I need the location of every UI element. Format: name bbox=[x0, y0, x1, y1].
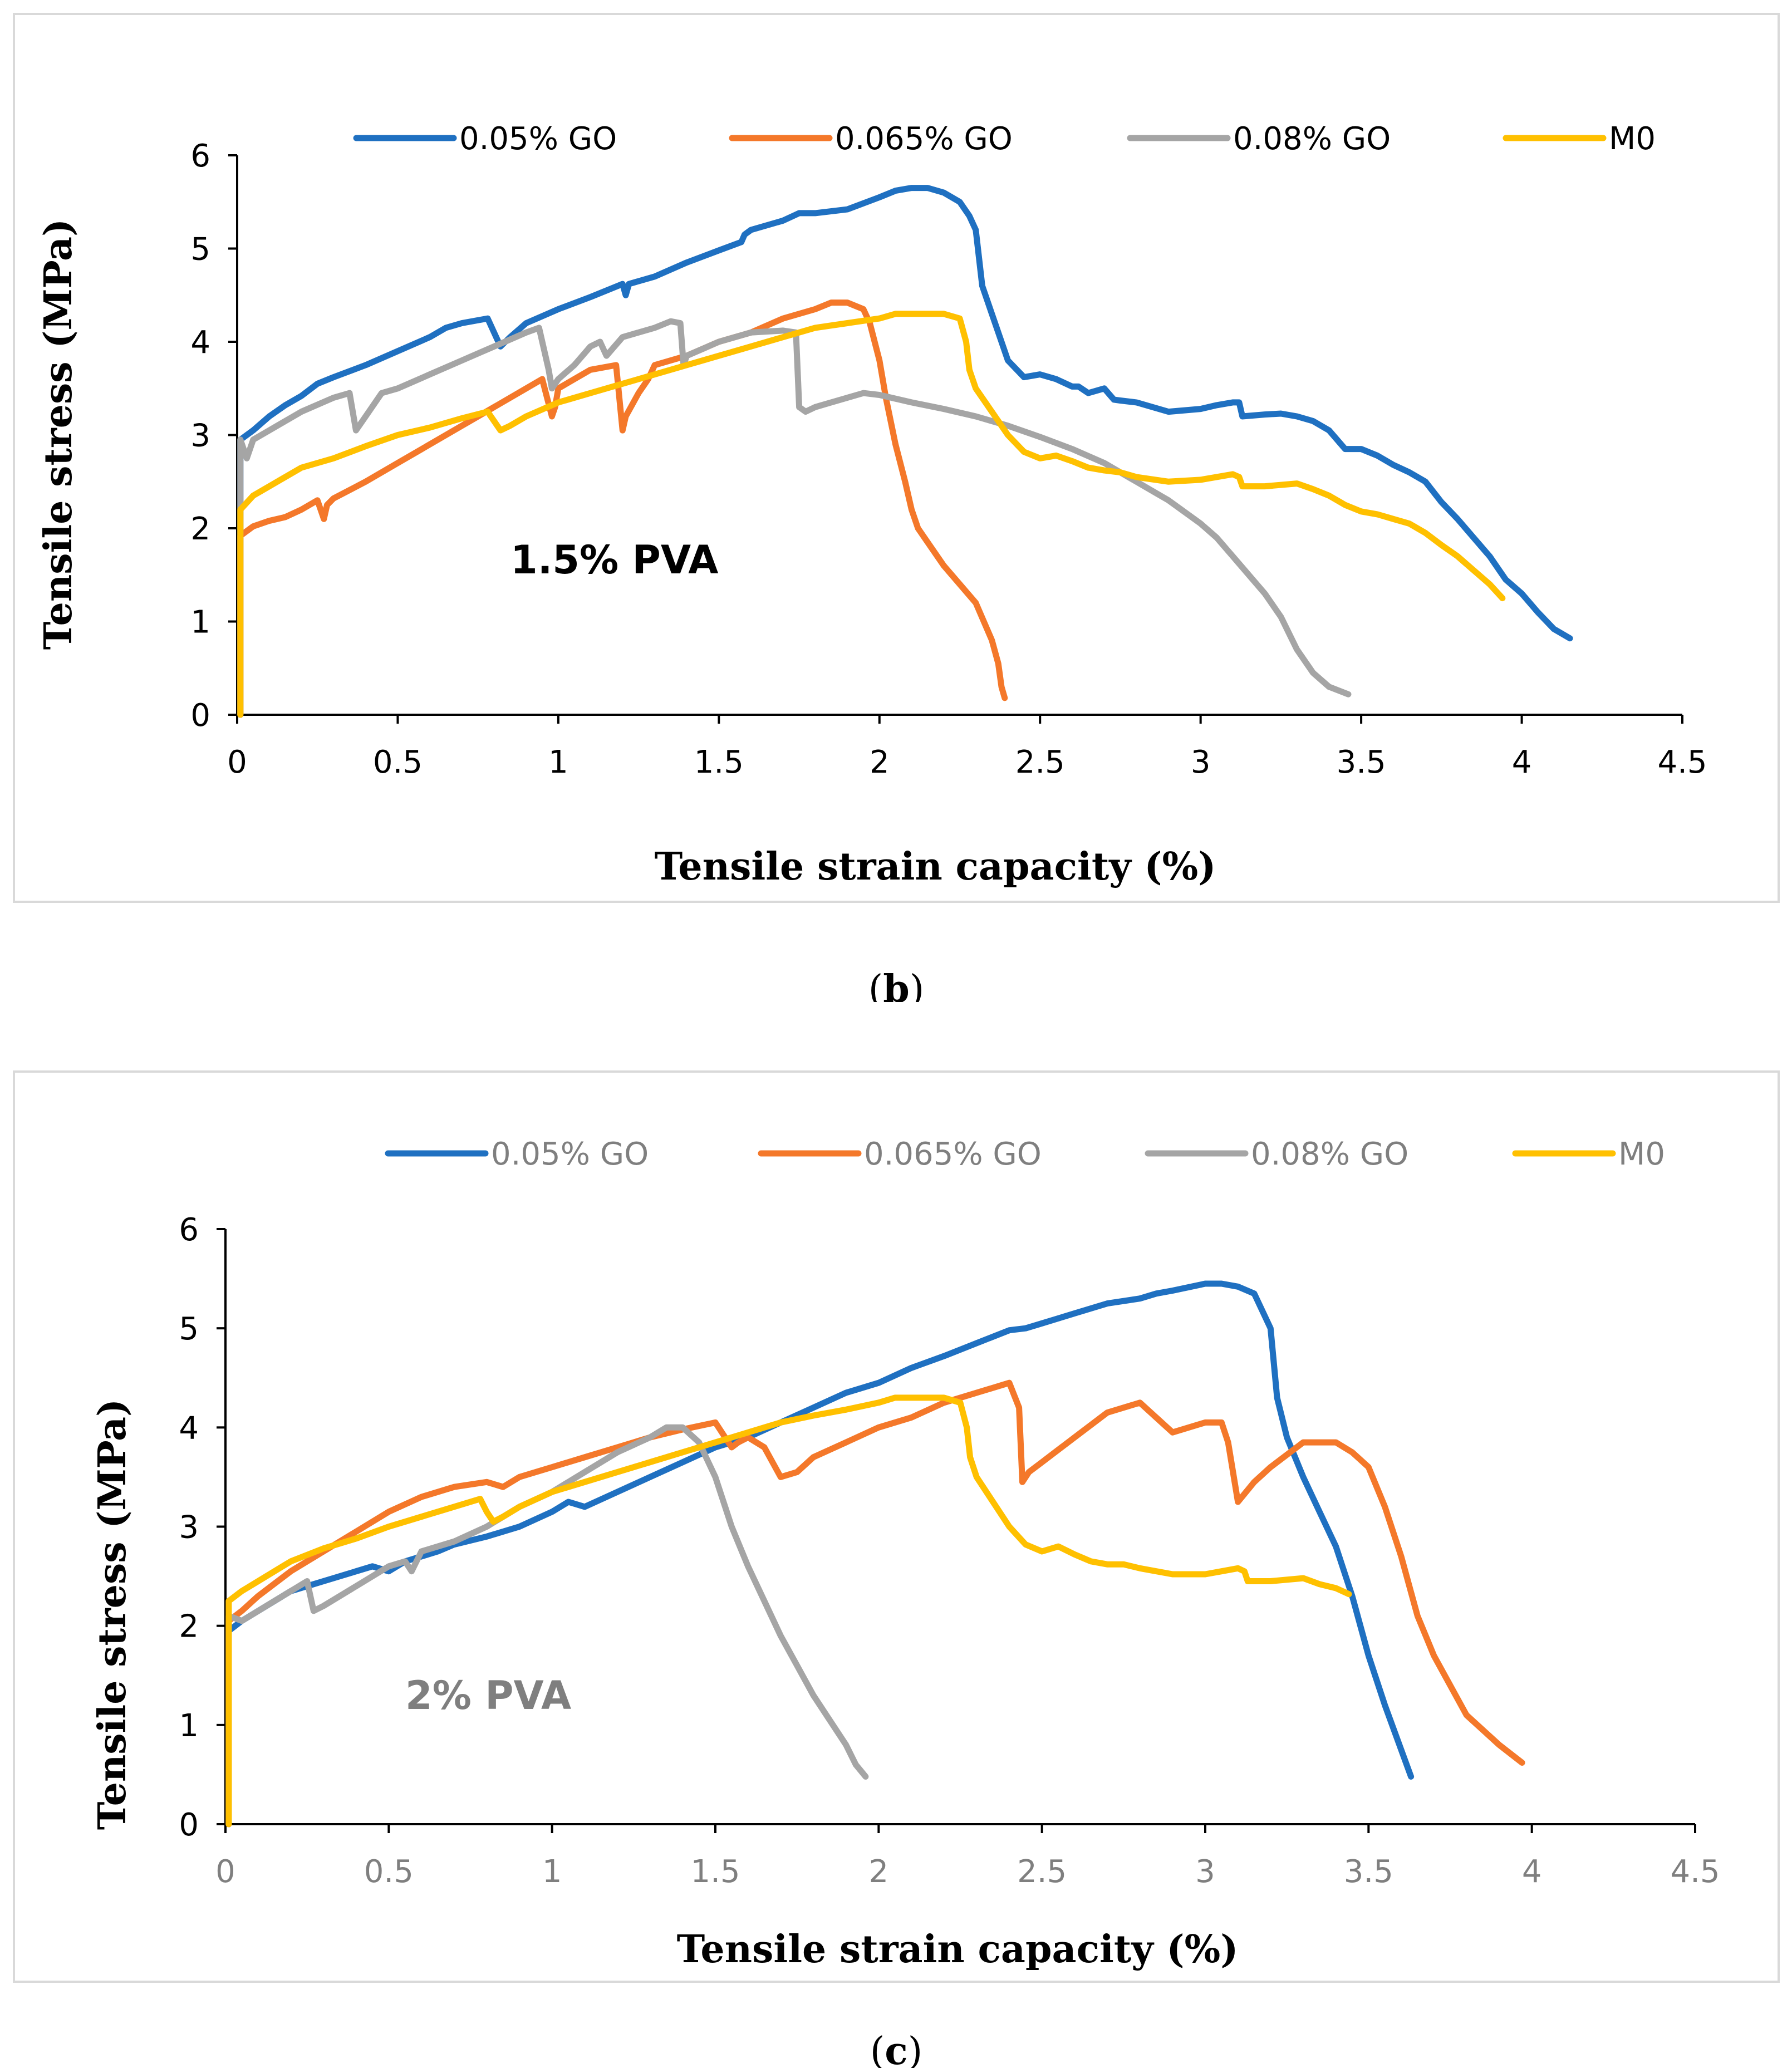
chart-c-x-axis-title: Tensile strain capacity (%) bbox=[677, 1927, 1239, 1972]
chart-b-frame bbox=[13, 13, 1780, 903]
chart-b-series-line-1 bbox=[237, 299, 1008, 718]
chart-c-legend-label-2: 0.08% GO bbox=[1251, 1136, 1408, 1172]
chart-b-x-tick-label: 3 bbox=[1191, 744, 1211, 780]
chart-c-y-axis-title: Tensile stress (MPa) bbox=[90, 1399, 135, 1830]
chart-b-x-tick-label: 4 bbox=[1512, 744, 1532, 780]
chart-c-series-line-2 bbox=[225, 1424, 869, 1828]
chart-c-x-tick-label: 3 bbox=[1195, 1854, 1215, 1890]
chart-b-y-tick-label: 4 bbox=[190, 325, 210, 361]
chart-b-x-tick-label: 2.5 bbox=[1015, 744, 1065, 780]
chart-b-x-tick-label: 2 bbox=[870, 744, 890, 780]
chart-b-x-axis-title: Tensile strain capacity (%) bbox=[655, 844, 1216, 889]
chart-c-x-tick-label: 0 bbox=[215, 1854, 235, 1890]
chart-b-y-tick-label: 3 bbox=[190, 418, 210, 454]
chart-c-y-tick-label: 3 bbox=[179, 1510, 199, 1546]
chart-b-y-tick-label: 5 bbox=[190, 232, 210, 268]
chart-b-x-tick-label: 4.5 bbox=[1657, 744, 1707, 780]
chart-c-y-tick-label: 6 bbox=[179, 1212, 199, 1248]
chart-b-x-tick-label: 1.5 bbox=[694, 744, 744, 780]
chart-b-caption: (b) bbox=[868, 967, 925, 1002]
chart-c-frame bbox=[13, 1070, 1780, 1983]
chart-c-y-tick-label: 2 bbox=[179, 1609, 199, 1645]
chart-c-annotation: 2% PVA bbox=[405, 1673, 571, 1718]
chart-c-x-tick-label: 2 bbox=[869, 1854, 889, 1890]
chart-c-svg: 0 1 2 3 4 5 6 0 0.5 1 1.5 2 2.5 3 3.5 4 4.5 0.05% GO 0.065… bbox=[13, 1070, 1780, 2068]
chart-c-x-tick-label: 2.5 bbox=[1017, 1854, 1067, 1890]
chart-b-x-tick-label: 0.5 bbox=[373, 744, 423, 780]
chart-panel-c: 0 1 2 3 4 5 6 0 0.5 1 1.5 2 2.5 3 3.5 4 4.5 0.05% GO 0.065… bbox=[0, 1058, 1792, 2068]
chart-b-y-tick-label: 6 bbox=[190, 138, 210, 174]
chart-b-series-line-2 bbox=[237, 318, 1352, 718]
chart-c-series-line-1 bbox=[225, 1379, 1525, 1828]
chart-b-x-tick-label: 3.5 bbox=[1337, 744, 1386, 780]
chart-b-series-line-0 bbox=[237, 185, 1573, 718]
chart-c-series-line-0 bbox=[225, 1280, 1415, 1828]
chart-c-y-tick-label: 1 bbox=[179, 1708, 199, 1744]
chart-c-x-tick-label: 1 bbox=[542, 1854, 562, 1890]
chart-c-x-tick-label: 3.5 bbox=[1344, 1854, 1393, 1890]
chart-panel-b: 0 1 2 3 4 5 6 0 0.5 1 1.5 2 2.5 3 3.5 4 4.5 0.05% GO 0.065… bbox=[0, 0, 1792, 1002]
chart-b-y-axis-title: Tensile stress (MPa) bbox=[36, 219, 81, 650]
chart-c-x-tick-label: 1.5 bbox=[690, 1854, 740, 1890]
chart-b-x-tick-label: 1 bbox=[548, 744, 568, 780]
chart-b-series-line-3 bbox=[237, 311, 1506, 718]
chart-b-svg: 0 1 2 3 4 5 6 0 0.5 1 1.5 2 2.5 3 3.5 4 4.5 0.05% GO 0.065… bbox=[13, 13, 1780, 1002]
chart-c-x-tick-label: 0.5 bbox=[364, 1854, 414, 1890]
chart-c-caption: (c) bbox=[870, 2029, 922, 2068]
chart-b-y-tick-label: 2 bbox=[190, 511, 210, 547]
chart-b-legend-label-2: 0.08% GO bbox=[1233, 121, 1391, 157]
chart-b-x-tick-label: 0 bbox=[227, 744, 247, 780]
chart-c-legend-label-1: 0.065% GO bbox=[864, 1136, 1042, 1172]
chart-c-legend-label-3: M0 bbox=[1618, 1136, 1665, 1172]
chart-b-y-tick-label: 0 bbox=[190, 697, 210, 734]
chart-b-annotation: 1.5% PVA bbox=[510, 537, 718, 583]
chart-c-y-tick-label: 4 bbox=[179, 1410, 199, 1446]
chart-c-x-tick-label: 4 bbox=[1522, 1854, 1542, 1890]
chart-c-x-tick-label: 4.5 bbox=[1670, 1854, 1720, 1890]
chart-b-legend-label-3: M0 bbox=[1609, 121, 1656, 157]
chart-b-legend-label-0: 0.05% GO bbox=[459, 121, 617, 157]
chart-c-legend-label-0: 0.05% GO bbox=[491, 1136, 649, 1172]
chart-b-y-tick-label: 1 bbox=[190, 605, 210, 641]
chart-b-legend-label-1: 0.065% GO bbox=[835, 121, 1013, 157]
chart-c-y-tick-label: 0 bbox=[179, 1807, 199, 1843]
chart-c-series-line-3 bbox=[225, 1394, 1352, 1828]
chart-c-y-tick-label: 5 bbox=[179, 1311, 199, 1347]
